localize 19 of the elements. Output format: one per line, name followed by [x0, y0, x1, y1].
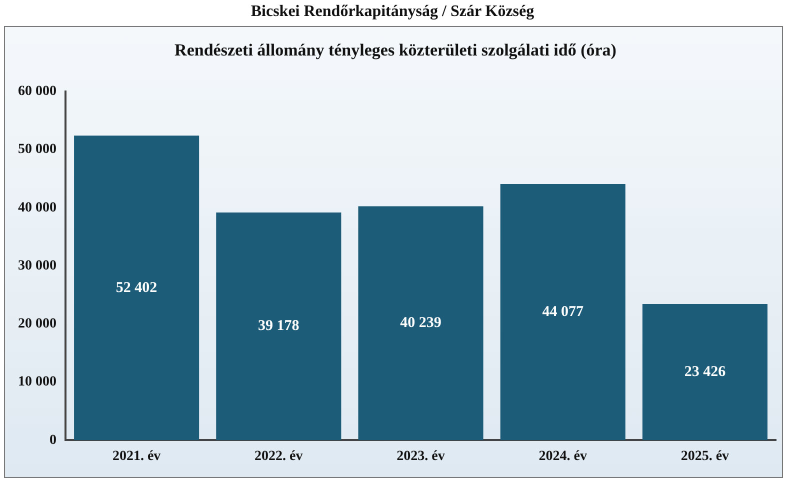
- x-tick-label: 2025. év: [680, 449, 730, 464]
- x-tick-label: 2022. év: [254, 449, 303, 464]
- y-tick-label: 20 000: [18, 316, 56, 332]
- data-label: 23 426: [684, 364, 726, 380]
- x-tick-label: 2021. év: [112, 449, 161, 464]
- y-tick-label: 10 000: [18, 374, 56, 390]
- data-label: 44 077: [542, 304, 584, 320]
- data-label: 52 402: [116, 280, 158, 296]
- y-tick-label: 30 000: [18, 258, 56, 274]
- y-tick-label: 0: [50, 432, 56, 448]
- data-label: 39 178: [258, 318, 300, 334]
- y-tick-label: 60 000: [18, 84, 56, 100]
- y-tick-label: 50 000: [18, 142, 56, 158]
- x-tick-label: 2023. év: [396, 449, 445, 464]
- y-tick-label: 40 000: [18, 200, 56, 216]
- data-label: 40 239: [400, 315, 442, 332]
- chart-subtitle: Rendészeti állomány tényleges közterületi szolgálati idő (óra): [174, 40, 616, 60]
- x-tick-label: 2024. év: [538, 449, 587, 464]
- chart-title: Bicskei Rendőrkapitányság / Szár Község: [250, 2, 536, 22]
